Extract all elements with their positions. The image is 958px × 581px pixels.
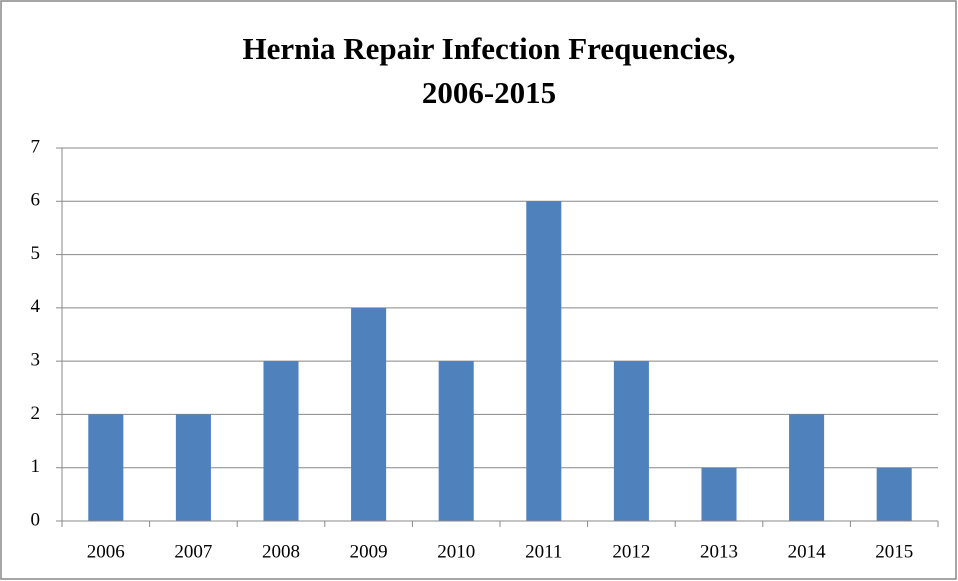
y-tick-label: 1 xyxy=(31,456,41,477)
x-tick-label: 2015 xyxy=(875,541,913,562)
bar xyxy=(526,201,562,522)
x-tick-label: 2011 xyxy=(525,541,562,562)
bar xyxy=(701,467,737,521)
y-tick-label: 0 xyxy=(31,509,41,530)
x-tick-label: 2006 xyxy=(87,541,125,562)
x-tick-label: 2008 xyxy=(262,541,300,562)
x-tick-label: 2012 xyxy=(612,541,650,562)
y-tick-label: 5 xyxy=(31,243,41,264)
x-tick-label: 2014 xyxy=(788,541,827,562)
bar xyxy=(789,414,825,521)
y-tick-label: 6 xyxy=(31,190,41,211)
bar xyxy=(438,361,474,521)
chart-title: Hernia Repair Infection Frequencies, xyxy=(242,31,735,66)
bar xyxy=(613,361,649,521)
chart-title: 2006-2015 xyxy=(422,75,556,110)
x-tick-label: 2013 xyxy=(700,541,738,562)
bar xyxy=(175,414,211,521)
bar xyxy=(88,414,124,521)
y-tick-label: 4 xyxy=(31,296,41,317)
y-tick-label: 7 xyxy=(31,136,41,157)
x-tick-label: 2009 xyxy=(350,541,388,562)
bar xyxy=(351,307,387,521)
bar xyxy=(876,467,912,521)
bar xyxy=(263,361,299,521)
y-tick-label: 3 xyxy=(31,350,41,371)
x-tick-label: 2010 xyxy=(437,541,475,562)
y-tick-label: 2 xyxy=(31,403,41,424)
x-tick-label: 2007 xyxy=(174,541,212,562)
